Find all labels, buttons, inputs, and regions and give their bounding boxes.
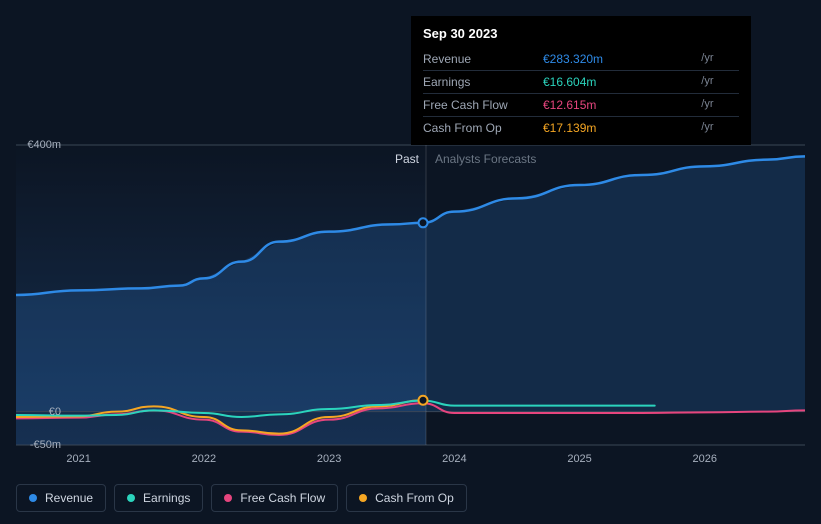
legend-dot-icon: [359, 494, 367, 502]
legend-item-cfo[interactable]: Cash From Op: [346, 484, 467, 512]
legend-item-fcf[interactable]: Free Cash Flow: [211, 484, 338, 512]
tooltip-metric-unit: /yr: [697, 93, 739, 116]
legend-label: Revenue: [45, 491, 93, 505]
x-axis-label: 2022: [192, 453, 216, 465]
x-axis-label: 2021: [66, 453, 90, 465]
tooltip-metric-name: Revenue: [423, 48, 543, 71]
x-axis-label: 2024: [442, 453, 466, 465]
y-axis-label: -€50m: [30, 439, 61, 451]
data-tooltip: Sep 30 2023 Revenue€283.320m/yrEarnings€…: [411, 16, 751, 145]
tooltip-metric-value: €283.320m: [543, 48, 697, 71]
forecast-label: Analysts Forecasts: [435, 152, 536, 166]
tooltip-metric-value: €17.139m: [543, 116, 697, 139]
legend-item-revenue[interactable]: Revenue: [16, 484, 106, 512]
y-axis-label: €400m: [27, 139, 61, 151]
legend-label: Cash From Op: [375, 491, 454, 505]
past-label: Past: [395, 152, 419, 166]
x-axis-label: 2025: [567, 453, 591, 465]
tooltip-row: Earnings€16.604m/yr: [423, 70, 739, 93]
legend-label: Free Cash Flow: [240, 491, 325, 505]
tooltip-date: Sep 30 2023: [423, 24, 739, 44]
y-axis-label: €0: [49, 406, 61, 418]
tooltip-metric-value: €16.604m: [543, 70, 697, 93]
x-axis-label: 2026: [693, 453, 717, 465]
tooltip-metric-unit: /yr: [697, 116, 739, 139]
legend-dot-icon: [127, 494, 135, 502]
legend: Revenue Earnings Free Cash Flow Cash From O…: [16, 484, 467, 514]
tooltip-metric-unit: /yr: [697, 48, 739, 71]
legend-dot-icon: [224, 494, 232, 502]
legend-label: Earnings: [143, 491, 190, 505]
legend-dot-icon: [29, 494, 37, 502]
tooltip-metric-name: Free Cash Flow: [423, 93, 543, 116]
tooltip-row: Revenue€283.320m/yr: [423, 48, 739, 71]
tooltip-metric-value: €12.615m: [543, 93, 697, 116]
tooltip-row: Cash From Op€17.139m/yr: [423, 116, 739, 139]
tooltip-metric-name: Cash From Op: [423, 116, 543, 139]
tooltip-row: Free Cash Flow€12.615m/yr: [423, 93, 739, 116]
tooltip-metric-unit: /yr: [697, 70, 739, 93]
legend-item-earnings[interactable]: Earnings: [114, 484, 203, 512]
tooltip-metric-name: Earnings: [423, 70, 543, 93]
x-axis-label: 2023: [317, 453, 341, 465]
